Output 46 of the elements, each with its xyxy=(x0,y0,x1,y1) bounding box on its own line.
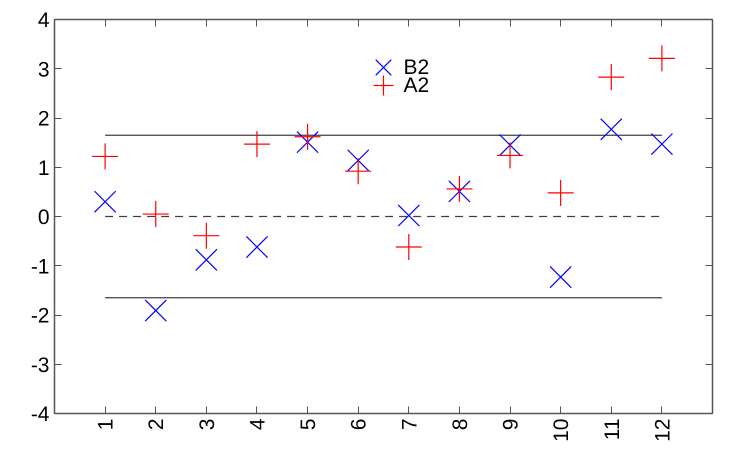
point xyxy=(549,266,572,288)
point xyxy=(395,233,422,261)
legend-label: A2 xyxy=(404,74,430,97)
x-tick-label: 7 xyxy=(398,418,422,430)
y-tick-label: 2 xyxy=(38,108,50,130)
point xyxy=(294,123,322,150)
y-tick-label: -4 xyxy=(30,403,50,426)
point xyxy=(496,142,524,170)
point xyxy=(195,248,218,272)
x-tick-label: 9 xyxy=(500,418,523,430)
point xyxy=(600,118,622,141)
point xyxy=(346,149,370,172)
point xyxy=(192,222,220,250)
y-tick-label: 4 xyxy=(38,9,50,32)
x-tick-label: 8 xyxy=(448,418,472,430)
y-tick-label: -1 xyxy=(30,255,50,278)
x-tick-label: 5 xyxy=(297,418,320,430)
point xyxy=(344,158,372,185)
y-tick-label: -3 xyxy=(30,354,50,377)
x-tick-label: 1 xyxy=(94,418,118,430)
y-tick-label: 1 xyxy=(38,156,50,180)
x-tick-label: 6 xyxy=(348,418,371,430)
x-tick-label: 3 xyxy=(196,418,219,430)
point xyxy=(243,130,271,158)
point xyxy=(448,180,471,203)
point xyxy=(446,175,474,203)
y-tick-label: 0 xyxy=(38,206,50,229)
x-tick-label: 10 xyxy=(550,418,574,442)
x-tick-label: 11 xyxy=(600,418,624,440)
y-tick-label: 3 xyxy=(38,58,50,82)
x-tick-label: 2 xyxy=(145,418,168,430)
point xyxy=(398,204,420,227)
point xyxy=(94,190,116,213)
y-tick-label: -2 xyxy=(30,304,50,328)
point xyxy=(498,134,522,156)
point xyxy=(648,44,676,72)
x-tick-label: 12 xyxy=(651,418,674,442)
point xyxy=(296,130,319,154)
point xyxy=(144,299,167,322)
point xyxy=(142,200,170,228)
point xyxy=(598,64,625,91)
point xyxy=(92,142,119,170)
point xyxy=(650,132,674,156)
point xyxy=(547,179,574,206)
point xyxy=(246,236,268,258)
x-tick-label: 4 xyxy=(246,418,270,430)
